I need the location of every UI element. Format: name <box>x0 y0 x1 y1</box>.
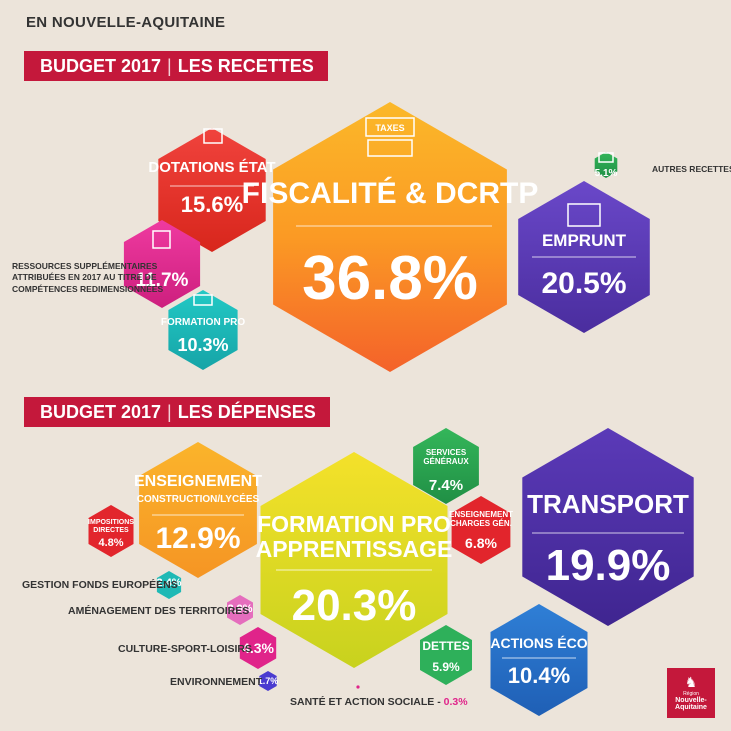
handshake-icon <box>193 294 213 306</box>
fiscalite-label: FISCALITÉ & DCRTP <box>241 177 539 210</box>
impositions-label2: DIRECTES <box>93 527 129 534</box>
amenagement-label: AMÉNAGEMENT DES TERRITOIRES <box>68 605 250 617</box>
amenagement-value: 2.9% <box>227 603 253 615</box>
actions-eco-value: 10.4% <box>507 663 571 688</box>
hex-dettes <box>420 625 472 685</box>
culture-label: CULTURE-SPORT-LOISIRS <box>118 643 252 655</box>
banner-separator: | <box>167 402 172 422</box>
dotations-value: 15.6% <box>180 192 244 217</box>
hex-enseignement <box>139 442 257 578</box>
sante-line: SANTÉ ET ACTION SOCIALE - 0.3% <box>290 696 468 708</box>
ressources-caption-line: ATTRIBUÉES EN 2017 AU TITRE DE <box>12 272 157 283</box>
fiscalite-value: 36.8% <box>302 244 478 313</box>
hex-formation-rec <box>168 290 238 370</box>
sante-dot <box>356 685 360 689</box>
formation-recette-value: 10.3% <box>177 335 229 355</box>
enseignement-sub: CONSTRUCTION/LYCÉES <box>136 494 260 505</box>
formation-label1: FORMATION PRO <box>257 511 451 537</box>
culture-value: 4.3% <box>242 640 274 656</box>
recettes-banner: BUDGET 2017 | LES RECETTES <box>24 51 328 81</box>
ressources-value: 11.7% <box>135 270 189 291</box>
emprunt-value: 20.5% <box>541 267 627 300</box>
hex-culture <box>239 627 277 669</box>
sante-label: SANTÉ ET ACTION SOCIALE <box>290 696 435 708</box>
hand-coin-icon <box>203 128 223 144</box>
hex-dotations <box>158 128 266 252</box>
actions-eco-label: ACTIONS ÉCO <box>490 635 588 651</box>
services-label1: SERVICES <box>425 448 467 457</box>
formation-recette-label: FORMATION PRO <box>160 317 246 328</box>
transport-value: 19.9% <box>545 541 671 590</box>
impositions-label1: IMPOSITIONS <box>88 519 134 526</box>
emprunt-label: EMPRUNT <box>541 231 627 250</box>
hex-transport <box>522 428 694 626</box>
environnement-label: ENVIRONNEMENT <box>170 676 263 688</box>
dettes-value: 5.9% <box>432 660 460 674</box>
formation-value: 20.3% <box>291 581 417 630</box>
hex-environnement <box>259 671 277 691</box>
depenses-banner: BUDGET 2017 | LES DÉPENSES <box>24 397 330 427</box>
fonds-label: GESTION FONDS EUROPÉENS <box>22 579 178 591</box>
transport-label: TRANSPORT <box>527 489 689 519</box>
hex-formation-dep <box>260 452 448 668</box>
bar-chart-icon <box>598 152 614 163</box>
services-label2: GÉNÉRAUX <box>423 457 469 466</box>
banner-separator: | <box>167 56 172 76</box>
dettes-label: DETTES <box>422 639 470 653</box>
ressources-caption-line: RESSOURCES SUPPLÉMENTAIRES <box>12 261 158 271</box>
fonds-value: 2.4% <box>156 577 182 589</box>
depenses-section: LES DÉPENSES <box>177 402 316 422</box>
ench-value: 6.8% <box>465 535 497 551</box>
enseignement-label: ENSEIGNEMENT <box>133 473 263 490</box>
hex-impositions <box>88 505 134 557</box>
hex-fonds <box>156 571 182 599</box>
ench-label2: CHARGES GÉN. <box>450 519 512 528</box>
region-title: EN NOUVELLE-AQUITAINE <box>26 14 226 31</box>
autres-label: AUTRES RECETTES <box>652 164 731 174</box>
ench-label1: ENSEIGNEMENT <box>448 510 514 519</box>
dotations-label: DOTATIONS ÉTAT <box>148 159 276 176</box>
environnement-value: 1.7% <box>257 676 279 686</box>
logo-line3: Aquitaine <box>675 704 707 711</box>
formation-label2: APPRENTISSAGE <box>255 536 453 562</box>
impositions-value: 4.8% <box>98 537 124 549</box>
hex-services <box>413 428 479 504</box>
lion-icon: ♞ <box>684 674 698 690</box>
hex-ressources <box>123 220 201 308</box>
services-value: 7.4% <box>428 477 464 494</box>
recettes-section: LES RECETTES <box>177 56 314 76</box>
recettes-year: BUDGET 2017 <box>40 56 162 76</box>
bank-icon <box>567 203 601 227</box>
logo-line2: Nouvelle- <box>675 697 707 704</box>
hex-fiscalite <box>273 102 507 372</box>
enseignement-value: 12.9% <box>155 522 241 555</box>
puzzle-icon <box>152 230 171 249</box>
ressources-caption-line: COMPÉTENCES REDIMENSIONNÉES <box>12 283 164 294</box>
depenses-year: BUDGET 2017 <box>40 402 162 422</box>
taxes-icon-text: TAXES <box>375 123 404 133</box>
hex-autres <box>594 152 618 178</box>
document-icon <box>367 139 413 157</box>
taxes-icon <box>365 117 415 137</box>
logo-line1: Région <box>683 691 699 697</box>
hex-actions-eco <box>490 604 588 716</box>
region-logo: ♞ Région Nouvelle- Aquitaine <box>667 668 715 718</box>
sante-value: 0.3% <box>443 696 468 708</box>
autres-value: 5.1% <box>594 168 618 179</box>
ressources-caption: RESSOURCES SUPPLÉMENTAIRES ATTRIBUÉES EN… <box>12 261 163 295</box>
hex-amenagement <box>227 595 253 625</box>
hex-ench <box>451 496 511 564</box>
